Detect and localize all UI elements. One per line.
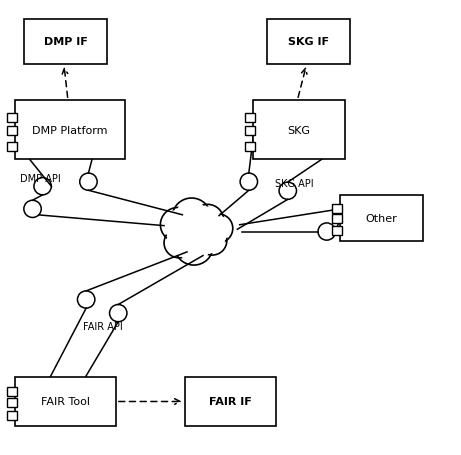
Circle shape <box>164 211 192 239</box>
Bar <box>7 411 17 420</box>
Bar <box>245 142 255 151</box>
Circle shape <box>167 231 192 256</box>
Circle shape <box>203 214 233 243</box>
Bar <box>7 387 17 396</box>
Text: DMP IF: DMP IF <box>44 37 88 47</box>
Bar <box>7 142 17 151</box>
Bar <box>245 127 255 136</box>
Bar <box>332 227 343 236</box>
Circle shape <box>178 231 210 262</box>
Bar <box>15 377 116 426</box>
Text: FAIR API: FAIR API <box>83 322 123 332</box>
Text: Other: Other <box>366 213 397 223</box>
Bar <box>332 205 343 214</box>
Circle shape <box>172 198 211 237</box>
Circle shape <box>195 208 221 234</box>
Text: SKG IF: SKG IF <box>288 37 329 47</box>
Text: FAIR Tool: FAIR Tool <box>41 397 90 407</box>
Text: DMP API: DMP API <box>20 173 60 183</box>
Bar <box>254 101 345 160</box>
Circle shape <box>160 208 195 243</box>
Text: SKG: SKG <box>288 125 311 135</box>
Bar <box>24 20 107 65</box>
Bar <box>185 377 276 426</box>
Bar <box>245 114 255 123</box>
Circle shape <box>200 229 224 253</box>
Bar <box>332 215 343 224</box>
Circle shape <box>175 228 213 265</box>
Circle shape <box>176 202 207 233</box>
Text: SKG API: SKG API <box>275 179 314 189</box>
Bar <box>341 196 423 241</box>
Circle shape <box>164 228 194 258</box>
Bar <box>7 127 17 136</box>
Circle shape <box>192 205 224 237</box>
Circle shape <box>197 227 227 256</box>
Circle shape <box>206 217 230 241</box>
Text: FAIR IF: FAIR IF <box>209 397 252 407</box>
Text: DMP Platform: DMP Platform <box>32 125 108 135</box>
Bar <box>7 114 17 123</box>
Bar <box>267 20 349 65</box>
Bar <box>15 101 125 160</box>
Bar <box>7 398 17 407</box>
